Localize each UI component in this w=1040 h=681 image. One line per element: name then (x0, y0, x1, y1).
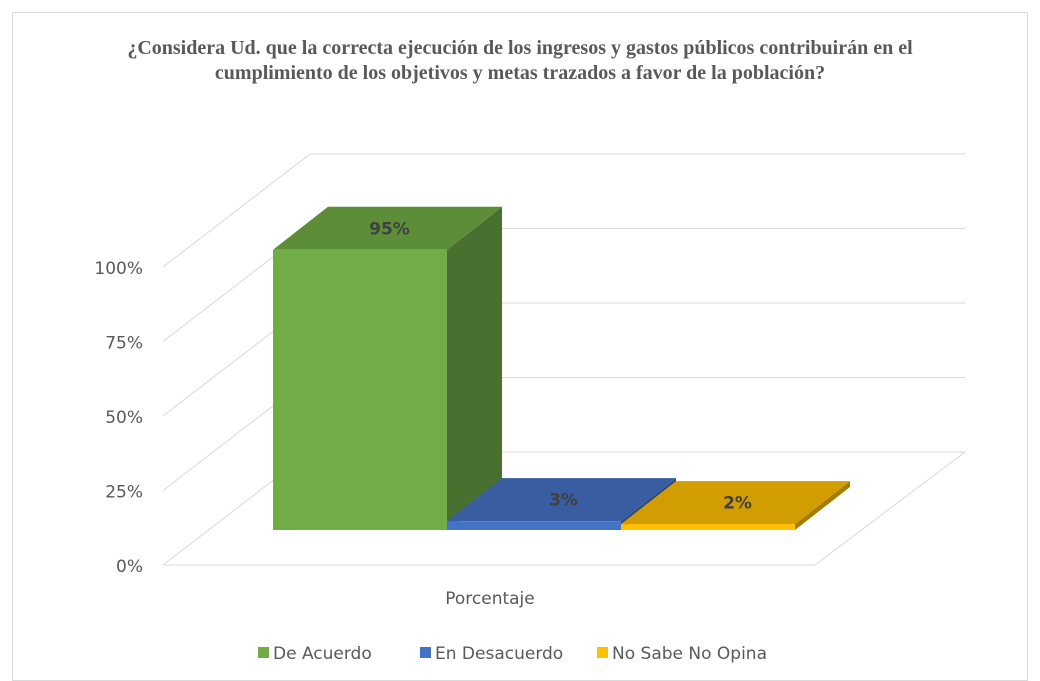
legend-label: En Desacuerdo (435, 644, 563, 664)
bar-top (273, 206, 502, 250)
bar-3d (621, 481, 850, 530)
legend-label: De Acuerdo (273, 644, 372, 664)
floor-edge (814, 451, 966, 566)
legend-label: No Sabe No Opina (612, 644, 767, 664)
y-tick-label: 0% (116, 557, 143, 577)
bar-side (795, 481, 850, 530)
data-label: 95% (369, 219, 410, 239)
grid-line (162, 153, 311, 268)
bar-top (447, 478, 676, 522)
y-tick-label: 100% (94, 259, 143, 279)
chart-title: ¿Considera Ud. que la correcta ejecución… (127, 37, 913, 84)
data-label: 3% (549, 491, 578, 511)
legend-swatch (420, 647, 431, 658)
legend-swatch (258, 647, 269, 658)
bar (447, 521, 621, 530)
y-tick-label: 25% (105, 483, 143, 503)
legend-swatch (597, 647, 608, 658)
bar-3d (273, 206, 502, 530)
y-tick-label: 75% (105, 334, 143, 354)
bar-top (621, 481, 850, 525)
bar (621, 524, 795, 530)
data-label: 2% (723, 494, 752, 514)
chart-border (12, 12, 1028, 681)
bar-side (447, 206, 502, 530)
bar (273, 249, 447, 530)
y-tick-label: 50% (105, 408, 143, 428)
x-tick-label: Porcentaje (445, 589, 535, 609)
